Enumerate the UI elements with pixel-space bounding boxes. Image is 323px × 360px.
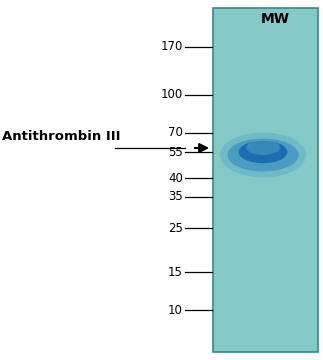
Text: 100: 100: [161, 89, 183, 102]
Text: 35: 35: [168, 190, 183, 203]
Text: 55: 55: [168, 145, 183, 158]
Text: 70: 70: [168, 126, 183, 139]
Text: 40: 40: [168, 171, 183, 184]
Ellipse shape: [239, 141, 287, 163]
Text: 170: 170: [161, 40, 183, 54]
Text: Antithrombin III: Antithrombin III: [2, 130, 120, 143]
Text: MW: MW: [261, 12, 289, 26]
Ellipse shape: [246, 140, 280, 155]
Bar: [213, 8, 318, 352]
Text: 10: 10: [168, 303, 183, 316]
Text: 25: 25: [168, 221, 183, 234]
Ellipse shape: [220, 132, 306, 177]
Ellipse shape: [227, 139, 299, 171]
Text: 15: 15: [168, 266, 183, 279]
